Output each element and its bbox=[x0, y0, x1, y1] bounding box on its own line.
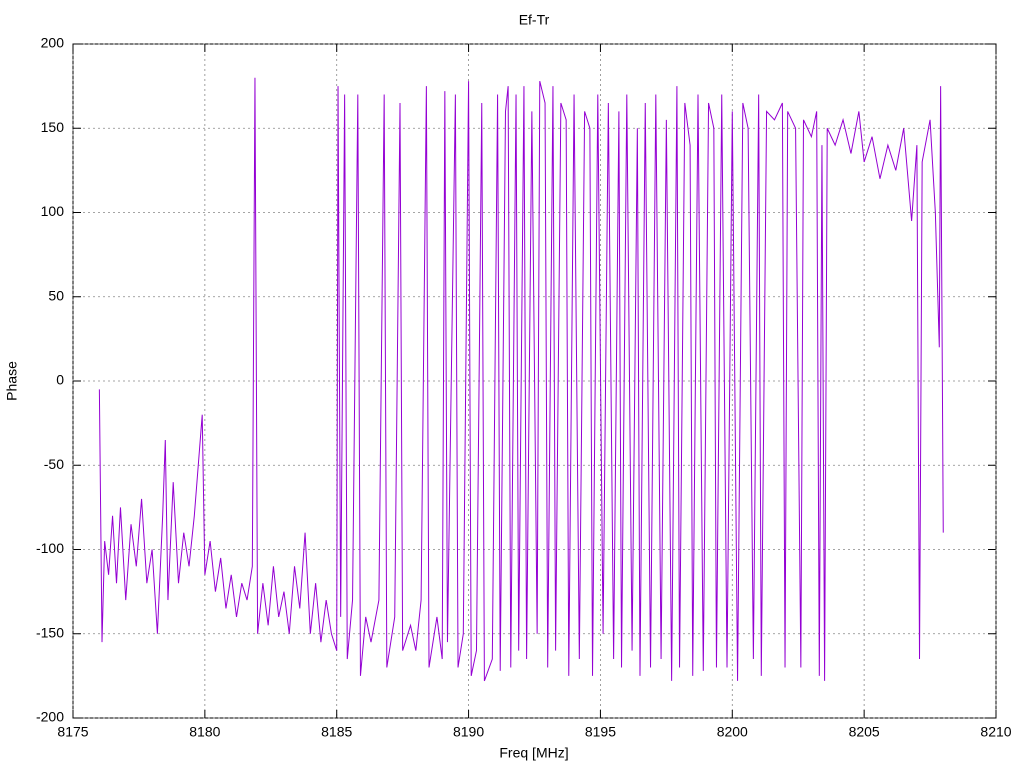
x-tick-label: 8175 bbox=[57, 724, 88, 740]
chart-title: Ef-Tr bbox=[519, 12, 550, 28]
y-tick-label: 150 bbox=[41, 119, 65, 135]
x-axis-label: Freq [MHz] bbox=[499, 745, 568, 761]
x-tick-label: 8200 bbox=[717, 724, 748, 740]
x-tick-label: 8195 bbox=[585, 724, 616, 740]
y-axis-label: Phase bbox=[4, 361, 20, 401]
y-tick-label: 50 bbox=[48, 287, 64, 303]
x-tick-label: 8185 bbox=[321, 724, 352, 740]
y-tick-label: 0 bbox=[56, 372, 64, 388]
data-line bbox=[98, 77, 944, 682]
y-tick-label: -200 bbox=[36, 709, 64, 725]
y-tick-label: -100 bbox=[36, 540, 64, 556]
y-tick-label: 100 bbox=[41, 203, 65, 219]
x-tick-label: 8180 bbox=[189, 724, 220, 740]
y-tick-label: -150 bbox=[36, 624, 64, 640]
x-tick-label: 8210 bbox=[980, 724, 1011, 740]
x-tick-label: 8205 bbox=[849, 724, 880, 740]
x-tick-label: 8190 bbox=[453, 724, 484, 740]
y-tick-label: 200 bbox=[41, 35, 65, 51]
y-tick-label: -50 bbox=[44, 456, 64, 472]
